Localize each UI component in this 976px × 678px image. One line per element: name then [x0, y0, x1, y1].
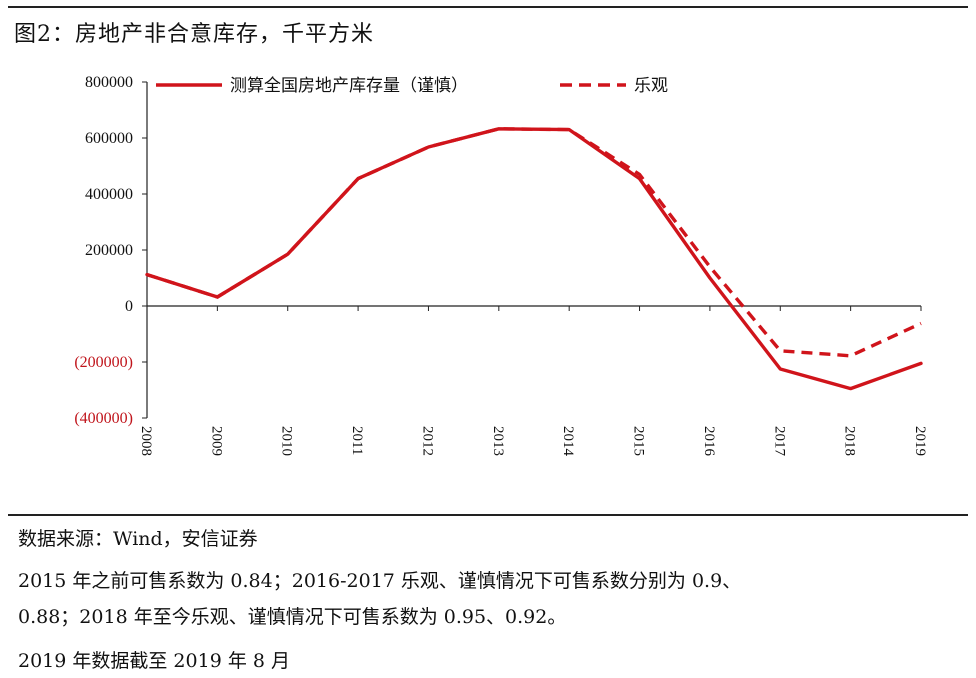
x-tick-label: 2017 [771, 426, 787, 457]
top-rule [8, 6, 968, 8]
x-tick-label: 2011 [349, 426, 365, 455]
y-tick-label: 600000 [85, 130, 133, 147]
y-tick-label: 800000 [85, 74, 133, 91]
x-tick-label: 2014 [560, 426, 576, 457]
y-tick-label: 400000 [85, 186, 133, 203]
y-tick-label: (200000) [74, 354, 133, 371]
x-tick-label: 2013 [490, 426, 506, 456]
series-line-optimistic [146, 127, 922, 358]
y-tick-label: (400000) [74, 410, 133, 427]
x-tick-label: 2019 [912, 426, 928, 456]
x-tick-label: 2015 [631, 426, 647, 456]
x-tick-label: 2008 [138, 426, 154, 456]
separator-rule [8, 514, 968, 516]
x-tick-label: 2009 [208, 426, 224, 456]
footnote-line-1: 2015 年之前可售系数为 0.84；2016-2017 乐观、谨慎情况下可售系… [18, 570, 742, 592]
x-tick-label: 2016 [701, 426, 717, 457]
x-tick-label: 2012 [419, 426, 435, 456]
x-tick-label: 2010 [279, 426, 295, 456]
chart-title: 图2：房地产非合意库存，千平方米 [14, 22, 374, 47]
y-tick-label: 0 [125, 298, 133, 315]
legend-label: 测算全国房地产库存量（谨慎） [230, 76, 468, 96]
series-line-cautious [145, 127, 923, 391]
x-tick-label: 2018 [842, 426, 858, 456]
y-tick-label: 200000 [85, 242, 133, 259]
legend-label: 乐观 [634, 76, 668, 96]
source-note: 数据来源：Wind，安信证券 [18, 528, 258, 550]
footnote-line-2: 0.88；2018 年至今乐观、谨慎情况下可售系数为 0.95、0.92。 [18, 606, 567, 628]
line-chart: 800000 600000 400000 200000 0 (200000) (400000… [74, 74, 928, 457]
footnote-line-3: 2019 年数据截至 2019 年 8 月 [18, 650, 290, 672]
